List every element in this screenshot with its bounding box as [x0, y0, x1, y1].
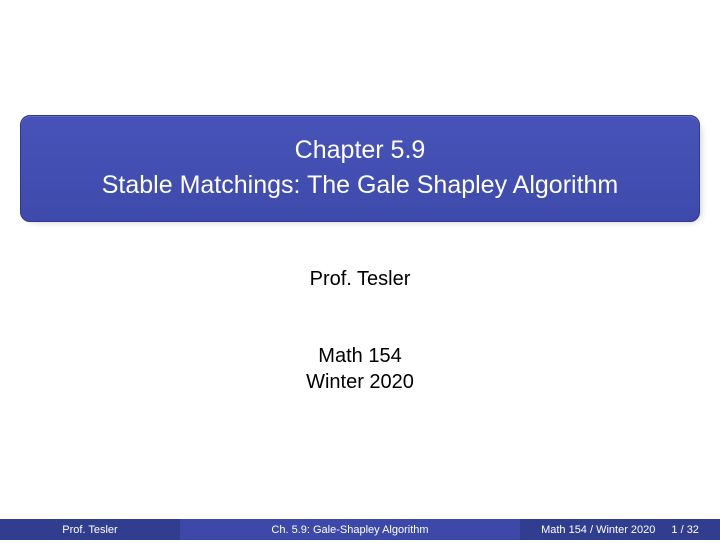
title-main: Stable Matchings: The Gale Shapley Algor…: [41, 169, 679, 202]
author-name: Prof. Tesler: [0, 268, 720, 291]
slide: Chapter 5.9 Stable Matchings: The Gale S…: [0, 0, 720, 557]
footer: Prof. Tesler Ch. 5.9: Gale-Shapley Algor…: [0, 519, 720, 540]
term: Winter 2020: [0, 369, 720, 395]
title-chapter: Chapter 5.9: [41, 134, 679, 167]
footer-right: Math 154 / Winter 2020 1 / 32: [520, 519, 720, 540]
footer-title: Ch. 5.9: Gale-Shapley Algorithm: [180, 519, 520, 540]
page-number: 1 / 32: [671, 524, 699, 536]
title-box: Chapter 5.9 Stable Matchings: The Gale S…: [20, 115, 700, 222]
footer-author: Prof. Tesler: [0, 519, 180, 540]
course-block: Math 154 Winter 2020: [0, 343, 720, 395]
footer-course: Math 154 / Winter 2020: [541, 524, 655, 536]
title-block: Chapter 5.9 Stable Matchings: The Gale S…: [20, 115, 700, 222]
course-code: Math 154: [0, 343, 720, 369]
